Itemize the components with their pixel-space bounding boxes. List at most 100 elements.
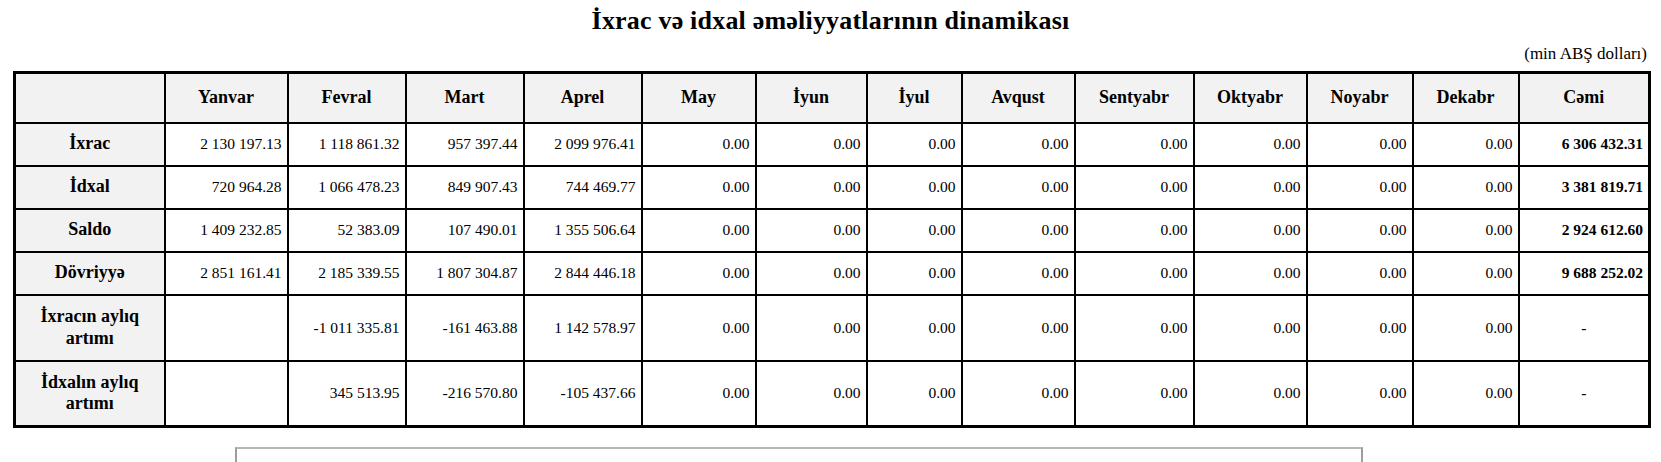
row-label: İdxalın aylıq artımı [15,361,165,427]
value-cell: 0.00 [867,295,962,361]
value-cell: 0.00 [642,295,756,361]
row-label: İdxal [15,166,165,209]
value-cell: 0.00 [1307,361,1413,427]
table-row: İxracın aylıq artımı-1 011 335.81-161 46… [15,295,1650,361]
value-cell: 0.00 [1413,252,1519,295]
value-cell: -161 463.88 [406,295,524,361]
value-cell: 0.00 [962,361,1075,427]
column-header: Avqust [962,73,1075,123]
value-cell: 0.00 [1413,123,1519,166]
column-header: Dekabr [1413,73,1519,123]
value-cell: 0.00 [642,361,756,427]
value-cell: 720 964.28 [165,166,288,209]
table-row: İdxal720 964.281 066 478.23849 907.43744… [15,166,1650,209]
value-cell: 0.00 [1194,295,1307,361]
value-cell: 0.00 [867,123,962,166]
value-cell: 0.00 [1307,252,1413,295]
total-cell: 3 381 819.71 [1519,166,1650,209]
value-cell: 0.00 [1194,123,1307,166]
corner-cell [15,73,165,123]
column-header: Yanvar [165,73,288,123]
value-cell: 0.00 [756,209,867,252]
column-header: Fevral [288,73,406,123]
value-cell: 849 907.43 [406,166,524,209]
total-cell: 9 688 252.02 [1519,252,1650,295]
value-cell: 0.00 [756,166,867,209]
value-cell: 0.00 [1075,252,1194,295]
value-cell: 52 383.09 [288,209,406,252]
table-row: Saldo1 409 232.8552 383.09107 490.011 35… [15,209,1650,252]
value-cell: 0.00 [962,123,1075,166]
value-cell: 0.00 [962,252,1075,295]
value-cell: 1 409 232.85 [165,209,288,252]
total-cell: 6 306 432.31 [1519,123,1650,166]
value-cell: 1 066 478.23 [288,166,406,209]
value-cell: 0.00 [1075,295,1194,361]
value-cell: 957 397.44 [406,123,524,166]
value-cell: 1 807 304.87 [406,252,524,295]
row-label: Dövriyyə [15,252,165,295]
value-cell: 0.00 [642,166,756,209]
value-cell: 0.00 [1413,295,1519,361]
value-cell: 0.00 [1194,166,1307,209]
value-cell [165,361,288,427]
value-cell: 2 851 161.41 [165,252,288,295]
value-cell: 0.00 [1075,361,1194,427]
value-cell: 0.00 [1307,295,1413,361]
table-row: İdxalın aylıq artımı 345 513.95-216 570.8… [15,361,1650,427]
value-cell: 0.00 [1075,166,1194,209]
total-cell: - [1519,295,1650,361]
total-cell: - [1519,361,1650,427]
value-cell: 0.00 [1194,361,1307,427]
table-row: Dövriyyə2 851 161.412 185 339.551 807 30… [15,252,1650,295]
value-cell: 0.00 [756,123,867,166]
value-cell: 0.00 [1413,166,1519,209]
value-cell: 0.00 [1194,209,1307,252]
value-cell: -105 437.66 [524,361,642,427]
value-cell: 0.00 [642,252,756,295]
bottom-panel [235,447,1363,462]
value-cell: 0.00 [962,166,1075,209]
table-row: İxrac2 130 197.131 118 861.32957 397.442… [15,123,1650,166]
value-cell: 0.00 [867,209,962,252]
column-header: Sentyabr [1075,73,1194,123]
value-cell: 2 185 339.55 [288,252,406,295]
column-header: Cəmi [1519,73,1650,123]
column-header: Mart [406,73,524,123]
value-cell: 0.00 [867,252,962,295]
unit-note: (min ABŞ dolları) [1524,44,1647,64]
column-header: İyun [756,73,867,123]
value-cell: 0.00 [1075,123,1194,166]
value-cell: 1 118 861.32 [288,123,406,166]
row-label: Saldo [15,209,165,252]
value-cell: 0.00 [756,295,867,361]
value-cell: 0.00 [756,252,867,295]
value-cell: 0.00 [1307,123,1413,166]
value-cell: 0.00 [1075,209,1194,252]
value-cell: 0.00 [1194,252,1307,295]
value-cell: 0.00 [642,209,756,252]
column-header: Oktyabr [1194,73,1307,123]
value-cell [165,295,288,361]
value-cell: 345 513.95 [288,361,406,427]
value-cell: 0.00 [962,295,1075,361]
value-cell: 744 469.77 [524,166,642,209]
value-cell: 0.00 [642,123,756,166]
value-cell: 0.00 [867,361,962,427]
page-title: İxrac və idxal əməliyyatlarının dinamika… [0,6,1661,36]
report-table: YanvarFevralMartAprelMayİyunİyulAvqustSe… [13,71,1651,428]
value-cell: 1 142 578.97 [524,295,642,361]
value-cell: 2 130 197.13 [165,123,288,166]
value-cell: 0.00 [867,166,962,209]
column-header: Aprel [524,73,642,123]
total-cell: 2 924 612.60 [1519,209,1650,252]
header-row: YanvarFevralMartAprelMayİyunİyulAvqustSe… [15,73,1650,123]
column-header: May [642,73,756,123]
value-cell: -216 570.80 [406,361,524,427]
value-cell: -1 011 335.81 [288,295,406,361]
value-cell: 1 355 506.64 [524,209,642,252]
value-cell: 0.00 [962,209,1075,252]
value-cell: 0.00 [1307,166,1413,209]
value-cell: 0.00 [1413,361,1519,427]
table-body: İxrac2 130 197.131 118 861.32957 397.442… [15,123,1650,427]
